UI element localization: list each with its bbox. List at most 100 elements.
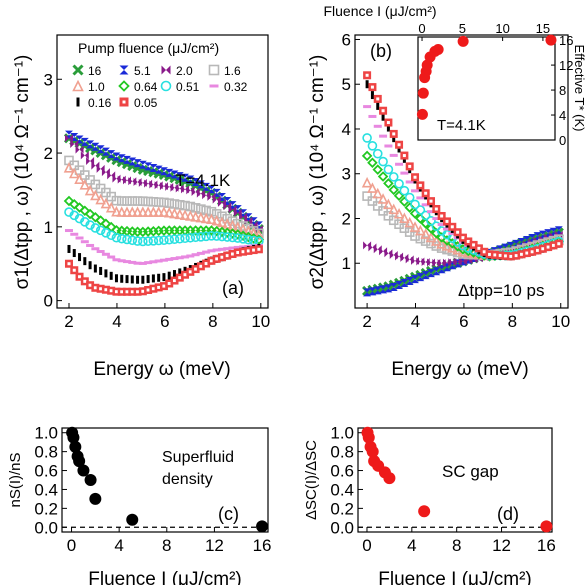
data-point [138, 236, 148, 247]
data-point [420, 210, 431, 221]
data-point [120, 290, 124, 294]
data-point [107, 255, 116, 259]
x-axis-label: Fluence I (μJ/cm²) [88, 569, 241, 585]
y-tick-label: 3 [44, 70, 53, 89]
data-point [207, 185, 216, 194]
data-point [410, 231, 420, 241]
data-point [161, 65, 171, 75]
data-point [209, 84, 219, 88]
x-tick-label: 0 [67, 536, 76, 555]
data-point [557, 242, 561, 246]
data-point [202, 250, 211, 254]
data-point [100, 218, 112, 230]
data-point [144, 261, 153, 265]
data-point [172, 270, 176, 279]
data-point [399, 212, 410, 223]
data-point [130, 290, 134, 294]
data-point [180, 233, 190, 244]
data-point [209, 259, 213, 263]
annotation: T=4.1K [175, 171, 231, 190]
data-point [400, 171, 409, 175]
data-point [186, 254, 195, 258]
y-axis-label: σ1(Δtpp , ω) (10⁴ Ω⁻¹ cm⁻¹) [12, 55, 33, 290]
data-point [410, 199, 420, 210]
data-point [383, 178, 394, 189]
data-point [138, 261, 147, 265]
data-point [159, 258, 168, 262]
data-point [427, 210, 436, 214]
data-point [153, 197, 164, 207]
data-point [377, 193, 389, 204]
data-point [200, 212, 212, 224]
data-point [185, 210, 196, 221]
annotation: Δtpp=10 ps [458, 281, 545, 300]
annotation: density [162, 471, 213, 488]
data-point [80, 240, 89, 244]
chart-panel: 0 5 10 15 0 4 8 12 16 Fluence I (μJ/cm²) Effective… [323, 3, 586, 148]
annotation: Superfluid [162, 449, 234, 466]
data-point [404, 192, 415, 203]
data-point [541, 247, 545, 251]
data-point [239, 245, 248, 249]
data-point [421, 203, 430, 207]
data-point [411, 189, 420, 193]
data-point [386, 121, 390, 125]
data-point [106, 230, 116, 241]
data-point [122, 196, 132, 206]
data-point [170, 257, 179, 261]
x-tick-label: 2 [362, 312, 371, 331]
data-point [104, 288, 108, 292]
x-tick-label: 4 [407, 536, 416, 555]
data-point [426, 216, 436, 226]
data-point [154, 259, 163, 263]
data-point [191, 253, 200, 257]
data-point [122, 234, 132, 245]
y-tick-label: 0 [559, 133, 566, 148]
x-axis-label: Energy ω (meV) [93, 359, 230, 380]
data-point [389, 153, 398, 157]
data-point [466, 239, 470, 243]
data-point [100, 197, 112, 209]
data-point [69, 440, 82, 453]
y-tick-label: 1 [342, 254, 351, 273]
data-point [379, 134, 388, 138]
data-point [404, 216, 415, 228]
data-point [463, 245, 474, 257]
data-point [138, 196, 148, 206]
data-point [383, 472, 396, 485]
data-point [67, 244, 71, 253]
data-point [393, 207, 405, 219]
data-point [551, 243, 555, 247]
data-point [368, 114, 377, 118]
data-point [227, 232, 238, 243]
data-point [207, 249, 216, 253]
data-point [75, 236, 84, 240]
data-point [86, 140, 95, 149]
x-tick-label: 4 [112, 312, 121, 331]
y-tick-label: 0 [44, 292, 53, 311]
data-point [185, 232, 196, 243]
data-point [80, 151, 89, 160]
data-point [477, 246, 481, 250]
data-point [220, 255, 224, 259]
data-point [431, 241, 442, 251]
data-point [67, 262, 71, 266]
y-tick-label: 0.0 [34, 518, 58, 537]
data-point [111, 195, 122, 206]
data-point [399, 185, 410, 196]
data-point [122, 100, 126, 104]
data-point [63, 162, 75, 173]
data-point [75, 145, 84, 154]
data-point [536, 248, 540, 252]
data-point [216, 216, 228, 228]
data-point [370, 85, 374, 89]
legend-entry-label: 0.64 [134, 80, 158, 94]
legend-entry-label: 1.0 [88, 80, 105, 94]
data-point [78, 275, 82, 279]
data-point [445, 219, 449, 223]
data-point [437, 223, 446, 227]
data-point [418, 505, 431, 518]
data-point [174, 233, 185, 244]
data-point [525, 251, 529, 255]
